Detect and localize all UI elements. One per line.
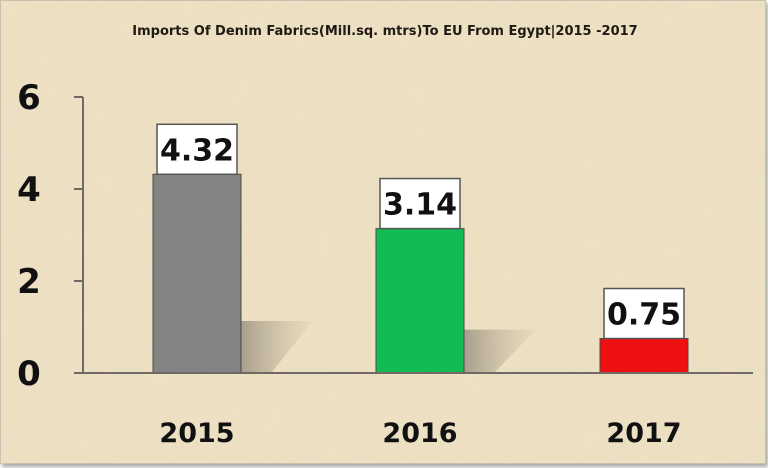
bar-shadows [241, 321, 536, 373]
bar-shadow [464, 329, 536, 373]
y-tick-label: 0 [17, 354, 41, 394]
value-label: 0.75 [607, 298, 681, 333]
chart-title: Imports Of Denim Fabrics(Mill.sq. mtrs)T… [132, 24, 637, 39]
bar [152, 173, 242, 374]
x-tick-label: 2017 [606, 418, 681, 449]
x-tick-label: 2015 [159, 418, 234, 449]
value-label: 3.14 [383, 188, 457, 223]
bar [599, 338, 689, 374]
value-label-box [156, 123, 238, 176]
value-label: 4.32 [160, 133, 234, 168]
value-label-box [603, 287, 685, 340]
value-label-box [379, 177, 461, 230]
bar-shadow [241, 321, 313, 373]
bars [152, 173, 689, 374]
y-tick-label: 2 [17, 262, 41, 302]
y-tick-label: 4 [17, 170, 41, 210]
bar [375, 228, 465, 374]
y-tick-label: 6 [17, 78, 41, 118]
value-labels: 4.32 3.14 0.75 [156, 123, 685, 340]
x-tick-label: 2016 [382, 418, 457, 449]
x-axis: 2015 2016 2017 [83, 372, 753, 449]
y-axis: 0 2 4 6 [17, 78, 84, 394]
